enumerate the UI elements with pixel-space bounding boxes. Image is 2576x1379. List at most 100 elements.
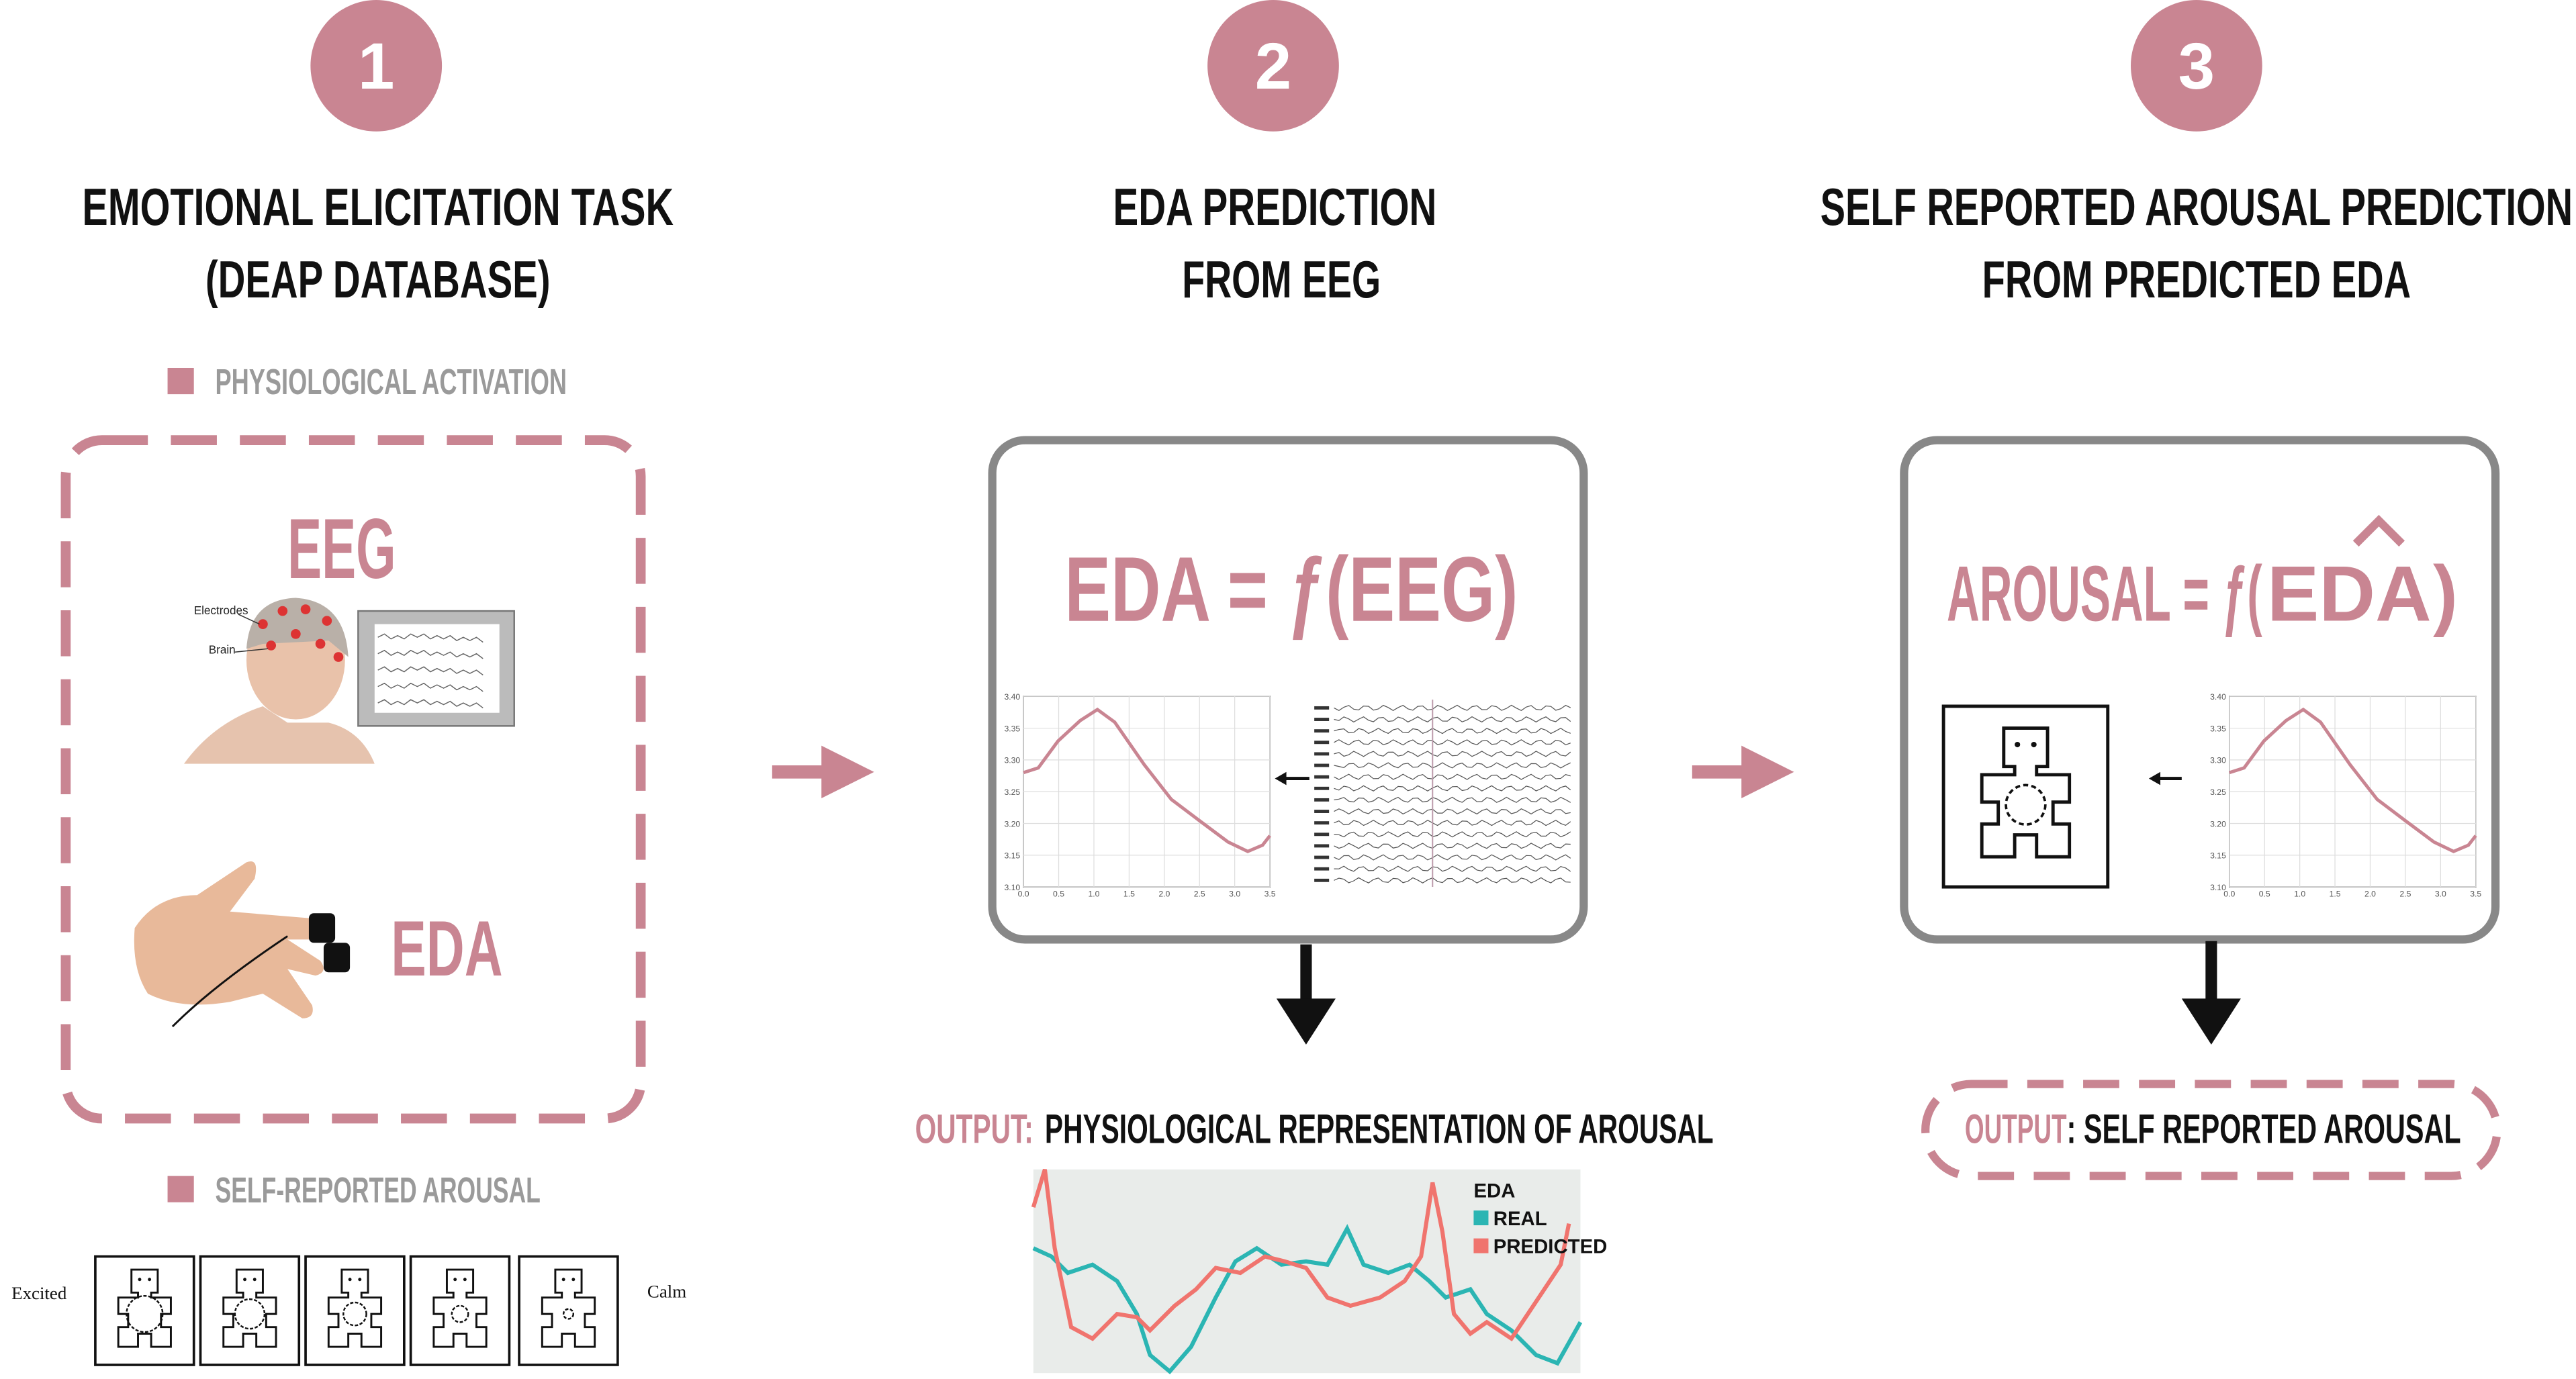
channel-label bbox=[1314, 867, 1330, 871]
tick-label: 0.5 bbox=[2259, 890, 2270, 899]
annotation: Electrodes bbox=[194, 604, 248, 617]
eeg-trace bbox=[1334, 865, 1571, 872]
eeg-label: EEG bbox=[287, 501, 396, 596]
output-chart bbox=[1031, 1168, 1583, 1375]
figure-burst bbox=[234, 1298, 266, 1330]
tick-label: 3.20 bbox=[2210, 819, 2226, 828]
formula: EDA = ƒ(EEG) bbox=[1064, 538, 1518, 641]
step-title: SELF REPORTED AROUSAL PREDICTION bbox=[1821, 177, 2573, 236]
output-prefix: OUTPUT bbox=[1965, 1106, 2067, 1152]
channel-label bbox=[1314, 855, 1330, 859]
channel-label bbox=[1314, 706, 1330, 710]
tick-label: 3.10 bbox=[2210, 883, 2226, 892]
tick-label: 3.35 bbox=[1004, 724, 1020, 733]
channel-label bbox=[1314, 741, 1330, 745]
channel-label bbox=[1314, 729, 1330, 733]
eeg-trace bbox=[1334, 773, 1571, 780]
tick-label: 3.25 bbox=[2210, 788, 2226, 797]
step-circle bbox=[310, 0, 443, 132]
down-arrow bbox=[1276, 944, 1336, 1045]
eeg-trace bbox=[1334, 808, 1571, 815]
figure-frame bbox=[409, 1255, 511, 1366]
output-text: : SELF REPORTED AROUSAL bbox=[2067, 1106, 2461, 1152]
figure-body bbox=[222, 1268, 277, 1348]
mini-chart: 3.40 3.35 3.30 3.25 3.20 3.15 3.100.0 0.5 1.0 1.5… bbox=[1004, 692, 1275, 899]
tick-label: 1.0 bbox=[2294, 890, 2305, 899]
sam-scale bbox=[94, 1255, 619, 1366]
eeg-trace bbox=[1334, 739, 1571, 746]
formula: EDA bbox=[2267, 550, 2432, 638]
figure-body bbox=[541, 1268, 596, 1348]
tick-label: 2.0 bbox=[2364, 890, 2376, 899]
figure-eye bbox=[463, 1278, 467, 1282]
tick-label: 3.25 bbox=[1004, 788, 1020, 797]
curve bbox=[2229, 707, 2477, 853]
chart-legend-title: EDA bbox=[1473, 1180, 1515, 1202]
formula: ) bbox=[2433, 550, 2458, 638]
figure-eye bbox=[2031, 741, 2037, 748]
channel-label bbox=[1314, 775, 1330, 779]
small-arrow bbox=[2148, 771, 2182, 786]
eeg-trace bbox=[1334, 877, 1571, 884]
eeg-trace bbox=[1334, 728, 1571, 734]
tick-label: 3.20 bbox=[1004, 819, 1020, 828]
eeg-traces bbox=[1314, 700, 1571, 888]
output-frame bbox=[1921, 1080, 2501, 1180]
step-title: (DEAP DATABASE) bbox=[205, 250, 551, 309]
tick-label: 3.35 bbox=[2210, 724, 2226, 733]
figure-eye bbox=[243, 1278, 246, 1282]
figure-frame bbox=[1941, 704, 2110, 889]
eeg-trace bbox=[1334, 843, 1571, 849]
step-title: EDA PREDICTION bbox=[1113, 177, 1436, 236]
tick-label: 3.40 bbox=[2210, 692, 2226, 702]
figure-eye bbox=[561, 1278, 565, 1282]
figure-eye bbox=[252, 1278, 257, 1282]
small-arrow bbox=[1275, 771, 1309, 786]
figure-eye bbox=[358, 1278, 362, 1282]
eeg-trace bbox=[1334, 762, 1571, 769]
tick-label: 1.5 bbox=[1123, 890, 1135, 899]
tick-label: 3.40 bbox=[1004, 692, 1020, 702]
figure-eye bbox=[138, 1278, 142, 1282]
figure-eye bbox=[2015, 741, 2021, 748]
channel-label bbox=[1314, 878, 1330, 882]
tick-label: 3.0 bbox=[1229, 890, 1240, 899]
figure-burst bbox=[2005, 783, 2047, 826]
eeg-trace bbox=[1334, 704, 1571, 712]
figure-frame bbox=[304, 1255, 406, 1366]
step-number: 2 bbox=[1255, 29, 1291, 103]
eeg-trace bbox=[1334, 831, 1571, 838]
step-title: FROM EEG bbox=[1182, 250, 1381, 309]
channel-label bbox=[1314, 821, 1330, 825]
dashed-frame bbox=[60, 435, 646, 1124]
figure-burst bbox=[342, 1301, 367, 1327]
eeg-trace bbox=[1334, 716, 1571, 723]
step-number: 3 bbox=[2178, 29, 2215, 103]
channel-label bbox=[1314, 810, 1330, 813]
step-title: EMOTIONAL ELICITATION TASK bbox=[82, 177, 674, 236]
channel-label bbox=[1314, 718, 1330, 721]
channel-label bbox=[1314, 786, 1330, 790]
figure-frame bbox=[94, 1255, 195, 1366]
channel-label bbox=[1314, 752, 1330, 756]
tick-label: 1.5 bbox=[2330, 890, 2341, 899]
figure-burst bbox=[562, 1308, 575, 1320]
figure-body bbox=[1980, 726, 2072, 859]
eeg-trace bbox=[1334, 796, 1571, 804]
chart-legend-label: REAL bbox=[1493, 1208, 1547, 1230]
legend-label: SELF-REPORTED AROUSAL bbox=[215, 1170, 540, 1210]
figure-eye bbox=[453, 1278, 457, 1282]
figure-body bbox=[432, 1268, 488, 1348]
output-prefix: OUTPUT: bbox=[915, 1106, 1033, 1152]
sam-figure bbox=[1941, 704, 2110, 889]
eeg-illustration bbox=[184, 598, 515, 764]
tick-label: 3.15 bbox=[1004, 851, 1020, 861]
eeg-trace bbox=[1334, 820, 1571, 826]
scale-label: Calm bbox=[647, 1282, 686, 1302]
legend-label: PHYSIOLOGICAL ACTIVATION bbox=[215, 362, 567, 402]
chart-legend-label: PREDICTED bbox=[1493, 1236, 1608, 1258]
down-arrow bbox=[2181, 941, 2241, 1045]
tick-label: 0.0 bbox=[2223, 890, 2235, 899]
figure-eye bbox=[571, 1278, 576, 1282]
